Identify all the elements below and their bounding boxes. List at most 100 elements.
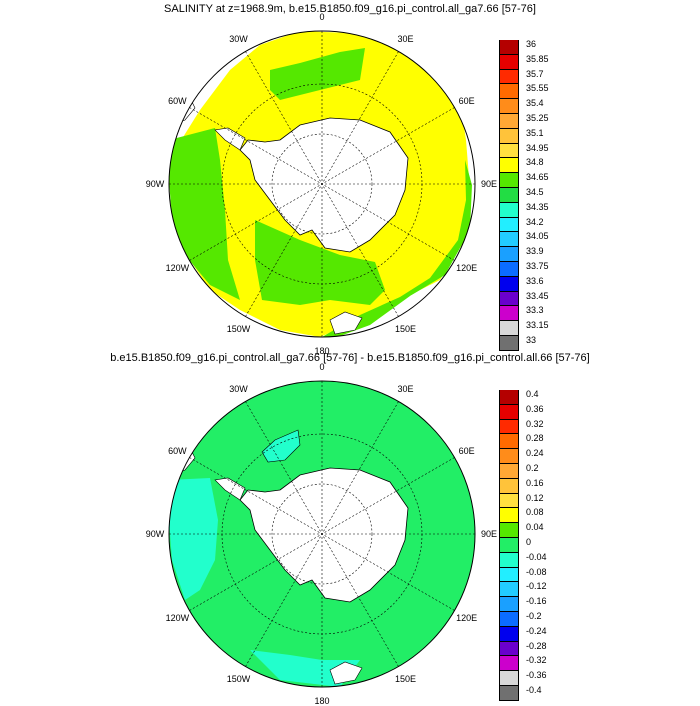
colorbar-label: 33.9 xyxy=(526,246,544,257)
colorbar-swatch xyxy=(499,143,519,159)
colorbar-swatch xyxy=(499,202,519,218)
colorbar-swatch xyxy=(499,612,519,627)
lon-label: 90W xyxy=(145,529,165,539)
colorbar-swatch xyxy=(499,188,519,203)
panel-1-field xyxy=(169,31,475,337)
panel-2-field xyxy=(169,381,475,687)
colorbar-swatch xyxy=(499,276,519,292)
colorbar-swatch xyxy=(499,464,519,479)
colorbar-label: 34.8 xyxy=(526,157,544,168)
panel-1-antarctica xyxy=(239,117,409,253)
colorbar-label: 34.95 xyxy=(526,142,549,153)
colorbar-label: 35.1 xyxy=(526,127,544,138)
colorbar-swatch xyxy=(499,217,519,233)
panel-2-peninsula xyxy=(214,477,246,501)
colorbar-swatch xyxy=(499,336,519,351)
colorbar-swatch xyxy=(499,567,519,583)
lon-label: 120W xyxy=(165,612,190,623)
lon-label: 0 xyxy=(319,362,325,372)
colorbar-label: 35.85 xyxy=(526,53,549,64)
colorbar-swatch xyxy=(499,419,519,435)
colorbar-swatch xyxy=(499,128,519,144)
colorbar-swatch xyxy=(499,114,519,129)
colorbar-label: 35.7 xyxy=(526,68,544,79)
colorbar-swatch xyxy=(499,434,519,450)
lon-label: 180 xyxy=(314,696,330,706)
lon-label: 150E xyxy=(394,323,417,334)
colorbar-label: 33.3 xyxy=(526,305,544,316)
panel-1-title: SALINITY at z=1968.9m, b.e15.B1850.f09_g… xyxy=(164,3,536,15)
colorbar-swatch xyxy=(499,321,519,336)
colorbar-swatch xyxy=(499,99,519,114)
panel-1-peninsula xyxy=(214,127,246,151)
colorbar-label: -0.36 xyxy=(526,670,547,681)
colorbar-label: -0.32 xyxy=(526,655,547,666)
lon-label: 180 xyxy=(314,346,330,356)
panel-2-colorbar: 0.4 0.36 0.32 0.28 0.24 0.2 0.16 0.12 0.08 0.04 0 -… xyxy=(499,389,569,701)
lon-label: 30W xyxy=(229,384,248,395)
colorbar-label: 0.36 xyxy=(526,403,544,414)
colorbar-label: 0.16 xyxy=(526,477,544,488)
lon-label: 150W xyxy=(226,323,251,334)
panel-1-salinity-north xyxy=(270,48,365,100)
lon-label: 60W xyxy=(168,95,187,106)
colorbar-swatch xyxy=(499,597,519,612)
colorbar-swatch xyxy=(499,306,519,322)
panel-2-new-zealand xyxy=(329,661,363,685)
colorbar-swatch xyxy=(499,671,519,686)
panel-2-anomaly-patch xyxy=(261,429,301,463)
lon-label: 30E xyxy=(397,34,414,45)
colorbar-swatch xyxy=(499,158,519,174)
colorbar-label: -0.16 xyxy=(526,596,547,607)
colorbar-label: 35.4 xyxy=(526,98,544,109)
colorbar-label: 0.08 xyxy=(526,507,544,518)
panel-1-salinity-east xyxy=(322,160,472,337)
colorbar-swatch xyxy=(499,390,519,405)
colorbar-label: 35.25 xyxy=(526,113,549,123)
colorbar-swatch xyxy=(499,54,519,70)
colorbar-label: 34.2 xyxy=(526,216,544,227)
panel-1-new-zealand xyxy=(329,311,363,335)
lon-label: 60W xyxy=(168,445,187,456)
lon-label: 90E xyxy=(480,529,498,539)
colorbar-swatch xyxy=(499,686,519,701)
lon-label: 120W xyxy=(165,262,190,273)
colorbar-label: 0.2 xyxy=(526,463,539,473)
panel-1-graticule xyxy=(169,31,475,337)
lon-label: 120E xyxy=(456,612,478,623)
lon-label: 60E xyxy=(458,95,475,106)
colorbar-label: 0.24 xyxy=(526,448,544,459)
colorbar-label: -0.08 xyxy=(526,566,547,577)
colorbar-swatch xyxy=(499,493,519,509)
colorbar-swatch xyxy=(499,69,519,85)
colorbar-label: 33.6 xyxy=(526,275,544,286)
lon-label: 90E xyxy=(480,179,498,189)
colorbar-label: 34.5 xyxy=(526,187,544,197)
lon-label: 150E xyxy=(394,673,417,684)
panel-2-title: b.e15.B1850.f09_g16.pi_control.all_ga7.6… xyxy=(110,352,590,364)
colorbar-swatch xyxy=(499,656,519,672)
colorbar-swatch xyxy=(499,404,519,420)
colorbar-swatch xyxy=(499,538,519,553)
colorbar-swatch xyxy=(499,478,519,494)
lon-label: 0 xyxy=(319,12,325,22)
colorbar-label: 0.28 xyxy=(526,433,544,444)
colorbar-label: -0.2 xyxy=(526,611,542,621)
colorbar-label: 0.32 xyxy=(526,418,544,429)
colorbar-label: 34.05 xyxy=(526,231,549,242)
colorbar-swatch xyxy=(499,641,519,657)
lon-label: 90W xyxy=(145,179,165,189)
colorbar-label: 0.04 xyxy=(526,522,544,533)
panel-1-salinity-south xyxy=(255,220,385,305)
colorbar-label: 36 xyxy=(526,39,537,49)
colorbar-label: -0.24 xyxy=(526,625,547,636)
colorbar-swatch xyxy=(499,173,519,188)
colorbar-label: 0.12 xyxy=(526,492,544,503)
colorbar-label: 33 xyxy=(526,335,537,345)
colorbar-swatch xyxy=(499,40,519,55)
colorbar-swatch xyxy=(499,582,519,598)
lon-label: 30E xyxy=(397,384,414,395)
colorbar-swatch xyxy=(499,247,519,262)
panel-2-graticule xyxy=(169,381,475,687)
